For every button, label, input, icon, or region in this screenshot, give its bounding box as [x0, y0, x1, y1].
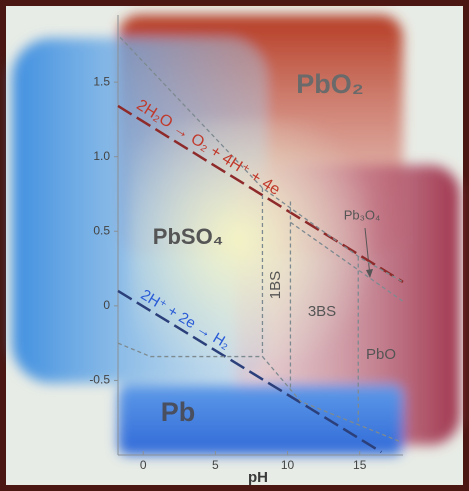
annotation: Pb	[161, 397, 196, 427]
y-tick-label: -0.5	[89, 373, 110, 387]
x-tick-label: 10	[281, 458, 295, 472]
annotation: Pb₃O₄	[344, 207, 381, 222]
annotation: PbSO₄	[153, 224, 223, 249]
y-tick-label: 0	[103, 298, 110, 312]
chart: pH -0.5 0 0.5 1.0 1.5 0 5 10 15 PbO₂ PbSO₄ Pb 1BS 3BS…	[0, 0, 469, 491]
annotation: PbO	[366, 346, 396, 363]
x-axis-label: pH	[248, 469, 268, 486]
annotation: 1BS	[267, 271, 284, 299]
y-tick-label: 0.5	[93, 223, 110, 237]
x-tick-label: 5	[212, 458, 219, 472]
x-tick-label: 15	[353, 458, 367, 472]
y-tick-label: 1.0	[93, 149, 110, 163]
annotation: 3BS	[308, 303, 336, 320]
y-tick-label: 1.5	[93, 74, 110, 88]
x-tick-label: 0	[140, 458, 147, 472]
annotation: PbO₂	[296, 69, 364, 99]
